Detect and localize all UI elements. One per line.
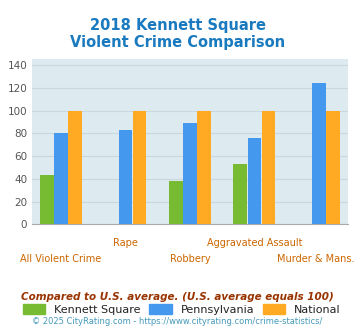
Bar — [326, 111, 340, 224]
Text: Robbery: Robbery — [170, 254, 210, 264]
Text: Aggravated Assault: Aggravated Assault — [207, 238, 302, 248]
Bar — [169, 181, 182, 224]
Bar — [197, 111, 211, 224]
Bar — [183, 123, 197, 224]
Text: All Violent Crime: All Violent Crime — [20, 254, 102, 264]
Text: Rape: Rape — [113, 238, 138, 248]
Text: Compared to U.S. average. (U.S. average equals 100): Compared to U.S. average. (U.S. average … — [21, 292, 334, 302]
Bar — [119, 130, 132, 224]
Bar — [133, 111, 146, 224]
Bar — [54, 133, 68, 224]
Text: © 2025 CityRating.com - https://www.cityrating.com/crime-statistics/: © 2025 CityRating.com - https://www.city… — [32, 317, 323, 326]
Bar — [262, 111, 275, 224]
Text: Violent Crime Comparison: Violent Crime Comparison — [70, 35, 285, 50]
Legend: Kennett Square, Pennsylvania, National: Kennett Square, Pennsylvania, National — [18, 299, 345, 319]
Text: 2018 Kennett Square: 2018 Kennett Square — [89, 18, 266, 33]
Bar — [234, 164, 247, 224]
Bar — [248, 138, 261, 224]
Bar — [69, 111, 82, 224]
Bar — [40, 176, 54, 224]
Text: Murder & Mans...: Murder & Mans... — [277, 254, 355, 264]
Bar — [312, 83, 326, 224]
